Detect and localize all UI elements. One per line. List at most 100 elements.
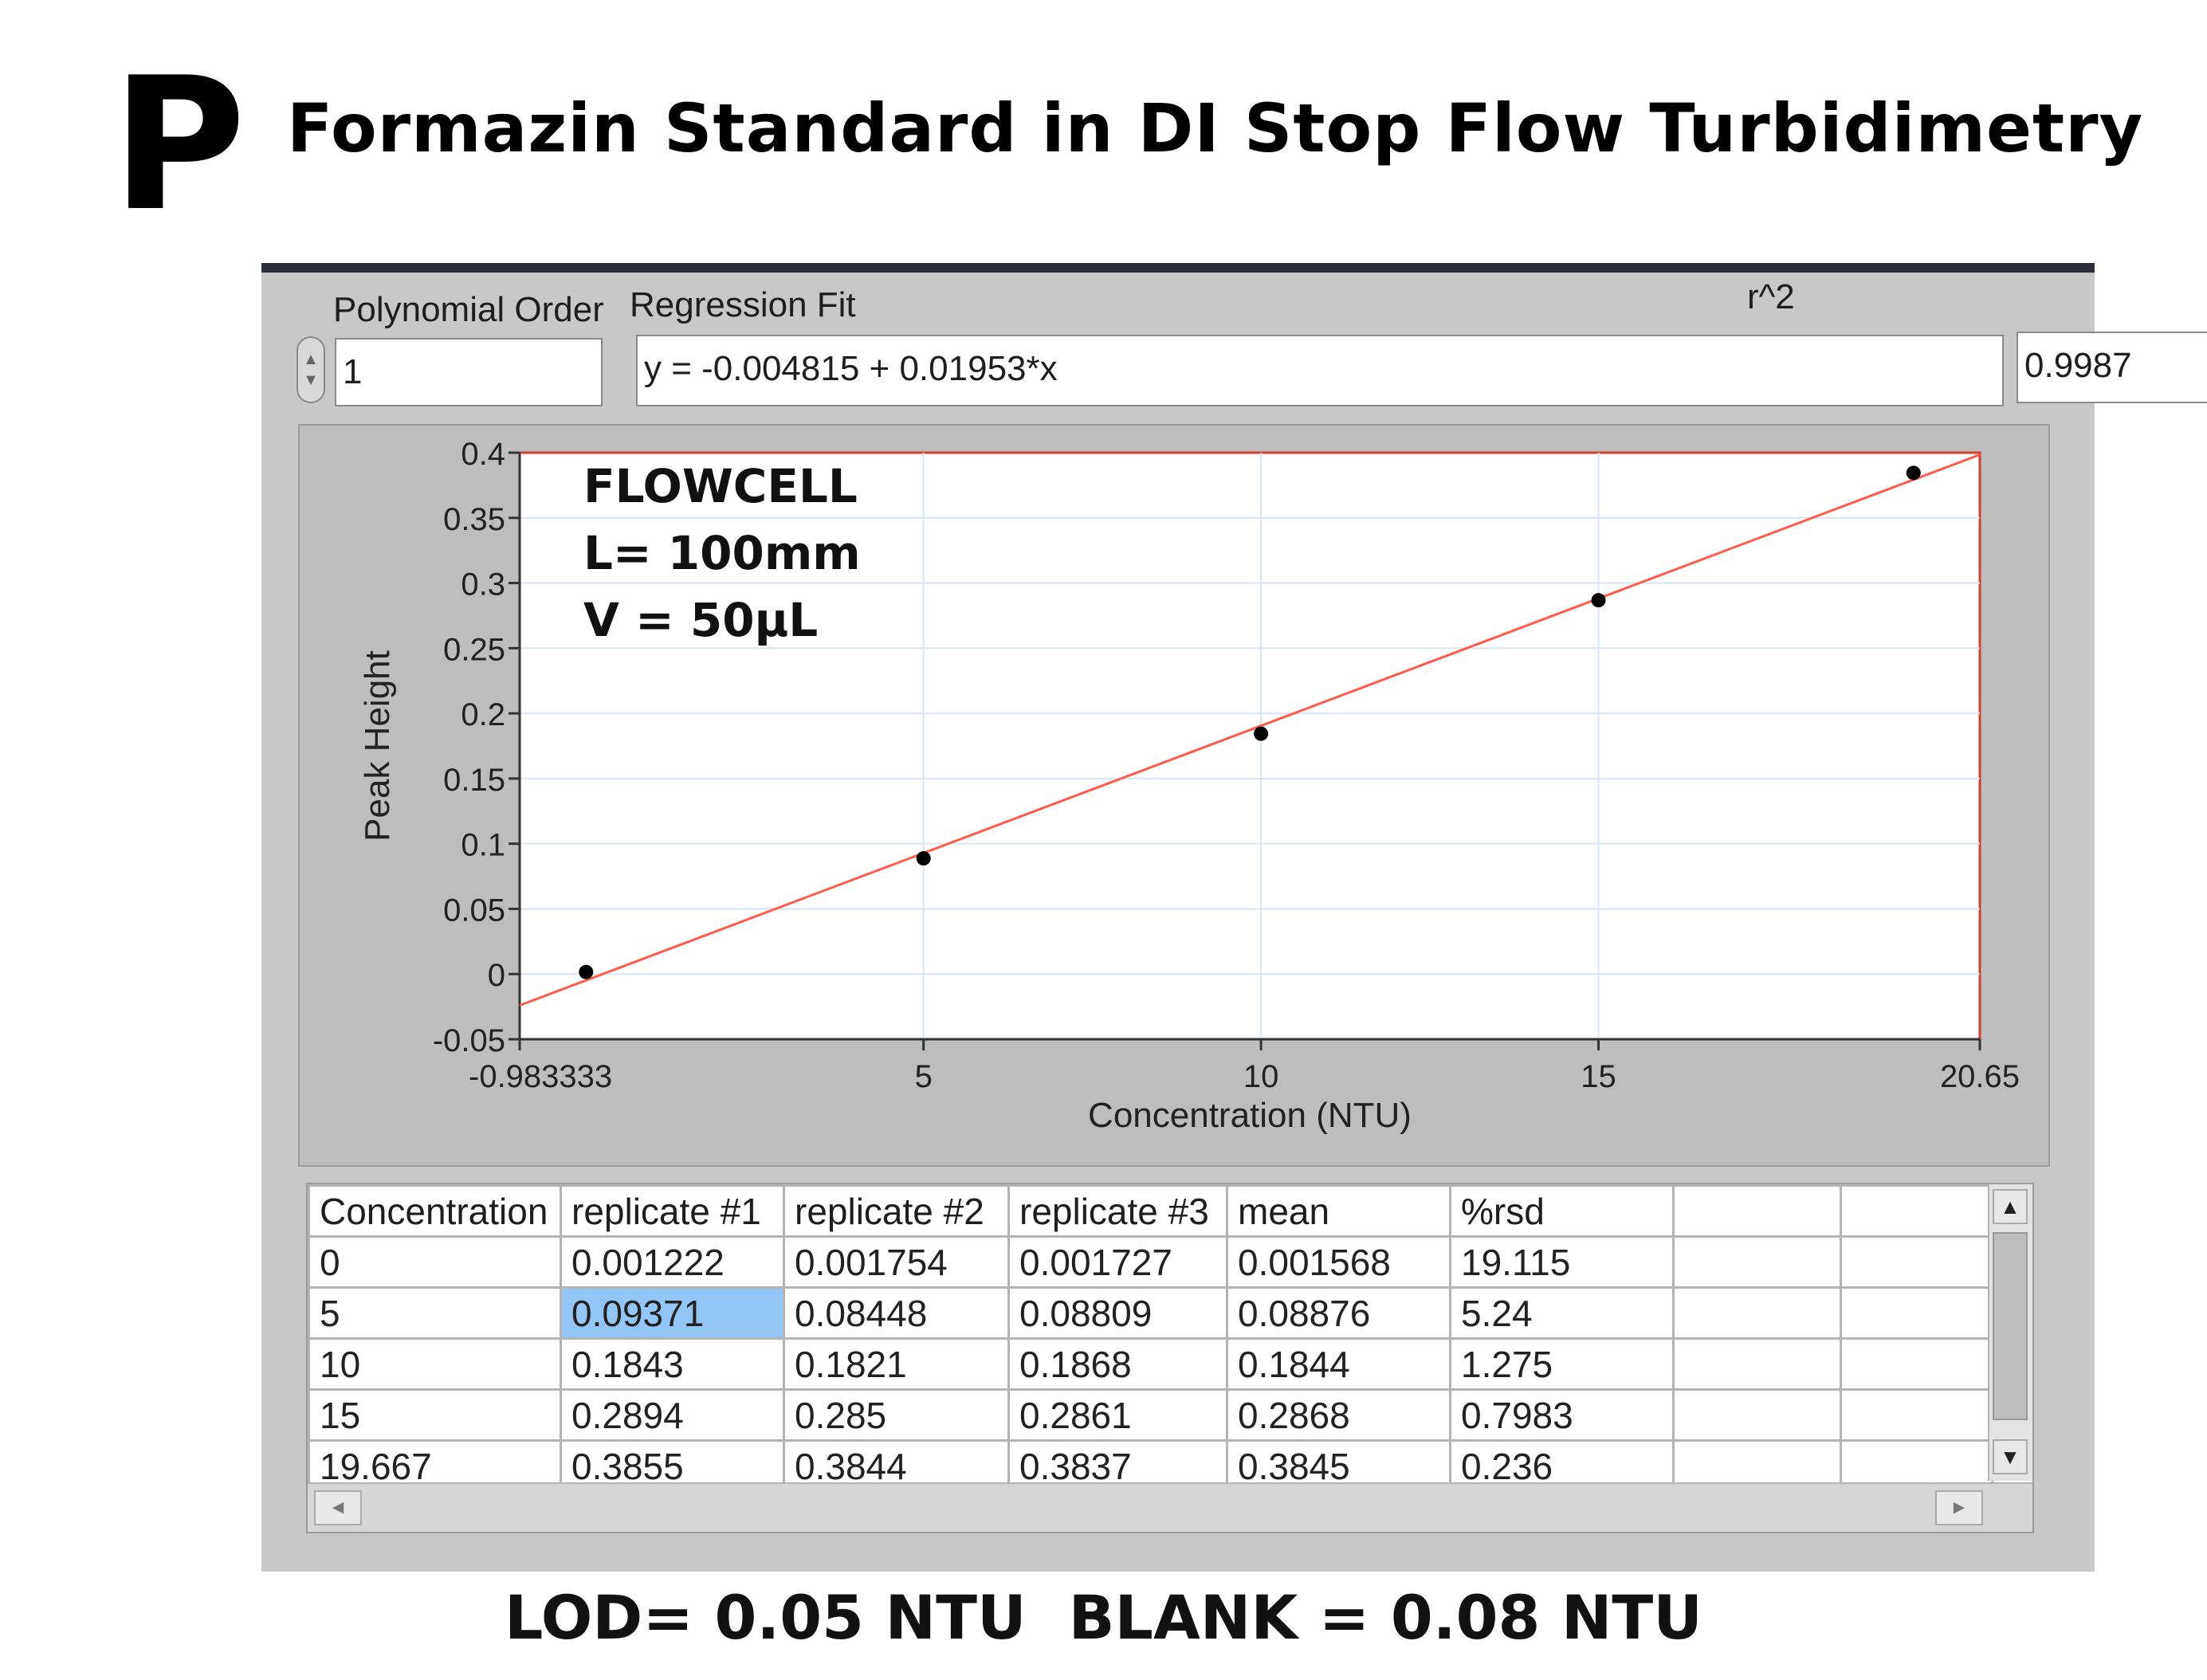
- table-cell[interactable]: [1840, 1286, 1993, 1340]
- regression-fit-display: y = -0.004815 + 0.01953*x: [636, 335, 2004, 406]
- y-tick-label: 0.15: [443, 763, 505, 798]
- table-cell[interactable]: 0.1821: [783, 1337, 1010, 1391]
- data-point: [1254, 726, 1269, 741]
- table-cell[interactable]: 5: [308, 1286, 562, 1340]
- horizontal-scrollbar[interactable]: ◄ ►: [308, 1482, 2032, 1532]
- r2-label: r^2: [1747, 277, 1795, 316]
- x-tick-label: 15: [1581, 1059, 1616, 1094]
- y-tick-label: 0.05: [443, 893, 505, 928]
- table-cell[interactable]: 0.7983: [1449, 1388, 1675, 1442]
- y-tick-label: 0.3: [461, 567, 505, 603]
- table-cell[interactable]: 0.001754: [783, 1235, 1010, 1289]
- figure-title: Formazin Standard in DI Stop Flow Turbid…: [287, 89, 2144, 167]
- footer-note: LOD= 0.05 NTU BLANK = 0.08 NTU: [504, 1582, 1702, 1653]
- data-point: [916, 851, 931, 866]
- y-tick-label: 0.1: [461, 828, 505, 863]
- polynomial-order-input[interactable]: 1: [335, 338, 603, 406]
- x-tick-label: -0.983333: [469, 1059, 612, 1094]
- x-tick-label: 10: [1243, 1059, 1279, 1094]
- spinner-up-icon[interactable]: ▲: [303, 351, 319, 368]
- y-tick-label: 0.35: [443, 502, 505, 537]
- table-cell[interactable]: 0: [308, 1235, 562, 1289]
- x-ticks: -0.983333 5 10 15 20.65: [469, 1039, 2020, 1094]
- table-cell[interactable]: 0.1868: [1007, 1337, 1228, 1391]
- table-row: 10 0.1843 0.1821 0.1868 0.1844 1.275: [308, 1337, 1993, 1391]
- table-cell[interactable]: 0.08448: [783, 1286, 1010, 1340]
- y-tick-label: 0: [488, 958, 505, 993]
- table-cell[interactable]: [1672, 1337, 1842, 1391]
- scroll-thumb[interactable]: [1993, 1232, 2028, 1420]
- table-cell[interactable]: 0.001727: [1007, 1235, 1228, 1289]
- table-cell[interactable]: [1840, 1388, 1993, 1442]
- x-tick-label: 5: [915, 1059, 933, 1094]
- y-tick-label: 0.2: [461, 697, 505, 732]
- vertical-scrollbar[interactable]: ▲ ▼: [1988, 1184, 2032, 1481]
- plot-area: [518, 451, 1981, 1041]
- data-point: [1906, 465, 1921, 481]
- table-cell[interactable]: 5.24: [1449, 1286, 1675, 1340]
- r2-display: 0.9987: [2017, 332, 2207, 403]
- column-header: replicate #3: [1007, 1184, 1228, 1238]
- y-tick-label: 0.25: [443, 632, 505, 667]
- table-cell[interactable]: 0.285: [783, 1388, 1010, 1442]
- table-cell[interactable]: 0.001222: [560, 1235, 785, 1289]
- data-table-container: Concentration replicate #1 replicate #2 …: [306, 1183, 2034, 1533]
- annotation-flowcell: FLOWCELL: [583, 459, 858, 513]
- spinner-down-icon[interactable]: ▼: [303, 371, 319, 389]
- column-header: replicate #2: [783, 1184, 1010, 1238]
- column-header: %rsd: [1449, 1184, 1675, 1238]
- scroll-right-icon[interactable]: ►: [1935, 1490, 1983, 1525]
- graph-frame: -0.05 0 0.05 0.1 0.15 0.2 0.25 0.3 0.35 0.4 -0.98…: [298, 424, 2050, 1167]
- table-cell[interactable]: 0.1843: [560, 1337, 785, 1391]
- table-cell[interactable]: 1.275: [1449, 1337, 1675, 1391]
- table-header-row: Concentration replicate #1 replicate #2 …: [308, 1184, 1993, 1238]
- chart-svg: -0.05 0 0.05 0.1 0.15 0.2 0.25 0.3 0.35 0.4 -0.98…: [358, 437, 2020, 1135]
- table-cell[interactable]: 15: [308, 1388, 562, 1442]
- y-axis-label: Peak Height: [358, 650, 397, 842]
- table-cell[interactable]: [1840, 1337, 1993, 1391]
- data-point: [579, 964, 594, 979]
- labview-panel: Polynomial Order ▲ ▼ 1 Regression Fit y …: [261, 263, 2207, 1572]
- column-header: [1672, 1184, 1842, 1238]
- table-cell[interactable]: 0.2868: [1226, 1388, 1451, 1442]
- table-cell[interactable]: [1672, 1388, 1842, 1442]
- table-row: 0 0.001222 0.001754 0.001727 0.001568 19…: [308, 1235, 1993, 1289]
- x-tick-label: 20.65: [1940, 1059, 2020, 1094]
- regression-fit-label: Regression Fit: [630, 285, 856, 324]
- data-table: Concentration replicate #1 replicate #2 …: [308, 1184, 1993, 1493]
- regression-fit-line: [519, 453, 1981, 1007]
- table-cell[interactable]: 0.08809: [1007, 1286, 1228, 1340]
- scroll-left-icon[interactable]: ◄: [314, 1490, 362, 1525]
- table-cell[interactable]: 0.2861: [1007, 1388, 1228, 1442]
- table-cell[interactable]: 10: [308, 1337, 562, 1391]
- table-cell[interactable]: [1840, 1235, 1993, 1289]
- table-cell[interactable]: [1672, 1235, 1842, 1289]
- table-cell[interactable]: 19.115: [1449, 1235, 1675, 1289]
- table-cell[interactable]: [1672, 1286, 1842, 1340]
- scroll-down-icon[interactable]: ▼: [1993, 1439, 2028, 1474]
- y-tick-label: 0.4: [461, 437, 505, 472]
- data-point: [1591, 593, 1606, 608]
- table-cell[interactable]: 0.08876: [1226, 1286, 1451, 1340]
- column-header: [1840, 1184, 1993, 1238]
- y-ticks: -0.05 0 0.05 0.1 0.15 0.2 0.25 0.3 0.35 0.4: [433, 437, 520, 1058]
- y-tick-label: -0.05: [433, 1023, 505, 1058]
- spinner-icon[interactable]: ▲ ▼: [296, 336, 325, 403]
- table-cell[interactable]: 0.2894: [560, 1388, 785, 1442]
- annotation-volume: V = 50μL: [583, 593, 819, 647]
- column-header: Concentration: [308, 1184, 562, 1238]
- table-cell[interactable]: 0.001568: [1226, 1235, 1451, 1289]
- column-header: replicate #1: [560, 1184, 785, 1238]
- grid-lines: [520, 453, 1980, 1039]
- data-points: [579, 465, 1921, 979]
- table-row: 15 0.2894 0.285 0.2861 0.2868 0.7983: [308, 1388, 1993, 1442]
- table-cell[interactable]: 0.1844: [1226, 1337, 1451, 1391]
- panel-letter: P: [112, 39, 246, 252]
- column-header: mean: [1226, 1184, 1451, 1238]
- polynomial-order-label: Polynomial Order: [333, 290, 604, 329]
- annotation-length: L= 100mm: [583, 526, 861, 580]
- scroll-up-icon[interactable]: ▲: [1993, 1189, 2028, 1224]
- x-axis-label: Concentration (NTU): [1088, 1096, 1412, 1135]
- selected-table-cell[interactable]: 0.09371: [560, 1286, 785, 1340]
- table-row: 5 0.09371 0.08448 0.08809 0.08876 5.24: [308, 1286, 1993, 1340]
